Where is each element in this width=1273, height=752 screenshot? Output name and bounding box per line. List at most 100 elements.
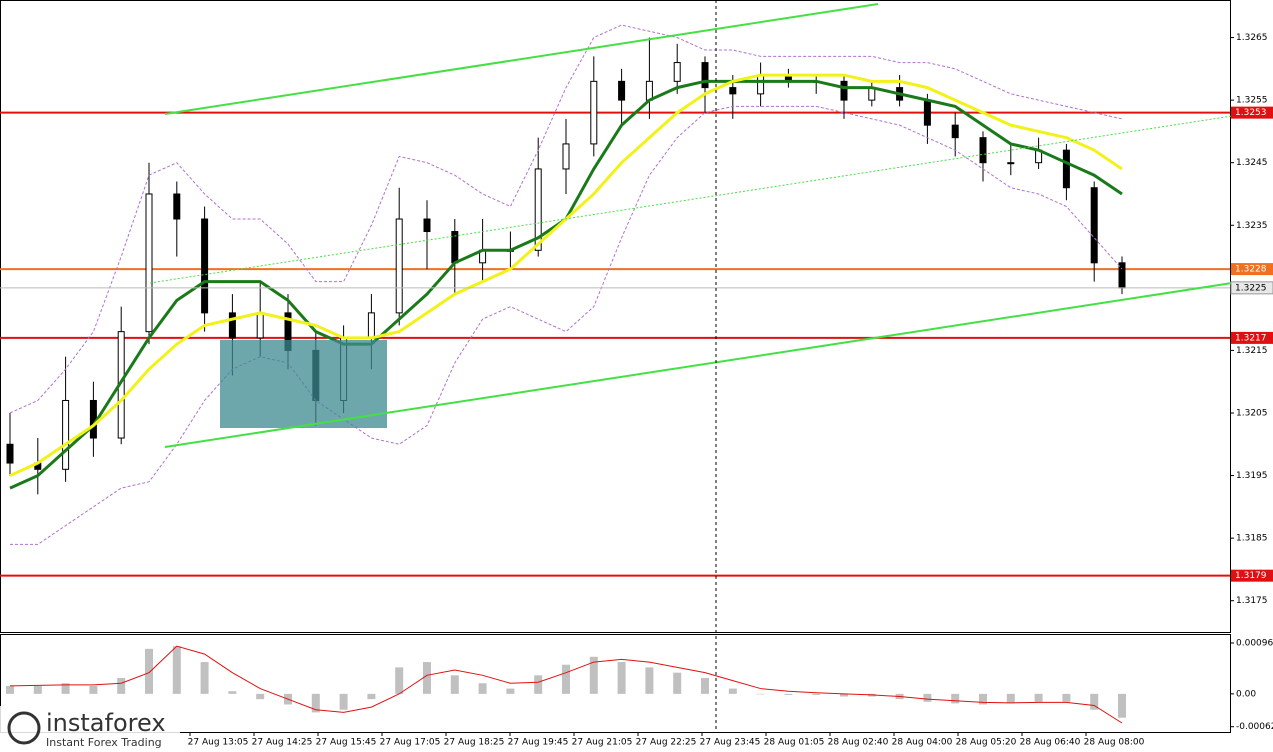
y-tick-label: 1.3175 — [1236, 596, 1268, 606]
x-tick-label: 28 Aug 05:20 — [956, 738, 1017, 748]
x-tick-label: 27 Aug 13:05 — [188, 738, 249, 748]
macd-bar — [701, 677, 709, 694]
macd-bar — [812, 693, 821, 695]
macd-bar — [617, 662, 626, 694]
candle-body — [590, 80, 598, 145]
macd-bar — [6, 685, 14, 694]
x-tick-label: 27 Aug 15:45 — [316, 738, 377, 748]
macd-bar — [506, 688, 515, 694]
candle-body — [840, 80, 848, 101]
main-frame — [0, 0, 1231, 633]
y-tick-label: 1.3205 — [1236, 408, 1268, 418]
moving-average — [9, 24, 1123, 414]
x-tick-label: 27 Aug 18:25 — [444, 738, 505, 748]
macd-bar — [200, 662, 209, 694]
candle-body — [395, 218, 403, 314]
y-tick-label: 1.3215 — [1236, 346, 1268, 356]
macd-bar — [89, 685, 98, 694]
candle-body — [423, 218, 431, 233]
level-label: 1.3217 — [1235, 333, 1267, 343]
moving-average — [10, 105, 1123, 545]
level-label-bg — [1231, 106, 1273, 119]
candle-body — [757, 74, 765, 95]
x-tick-label: 27 Aug 19:45 — [508, 738, 569, 748]
brand-tagline: Instant Forex Trading — [46, 736, 162, 749]
macd-bar — [979, 693, 987, 705]
candle-body — [729, 87, 737, 95]
x-tick-label: 28 Aug 06:40 — [1020, 738, 1081, 748]
candle-body — [1062, 149, 1070, 189]
y-tick-label: 1.3255 — [1236, 96, 1268, 106]
x-tick-label: 28 Aug 08:00 — [1084, 738, 1145, 748]
candle-body — [228, 312, 236, 339]
macd-bar — [145, 648, 153, 694]
y-tick-label: 0.00 — [1236, 689, 1256, 699]
macd-bar — [117, 677, 126, 694]
candle-body — [534, 168, 542, 251]
level-label: 1.3253 — [1235, 108, 1267, 118]
macd-bar — [1118, 693, 1126, 718]
level-label-bg — [1231, 331, 1273, 344]
y-tick-label: 1.3195 — [1236, 471, 1268, 481]
macd-bar — [339, 693, 348, 710]
brand: instaforex — [46, 709, 166, 737]
trend-line — [164, 3, 879, 115]
x-tick-label: 27 Aug 21:05 — [572, 738, 633, 748]
x-tick-label: 27 Aug 23:45 — [700, 738, 761, 748]
candle-body — [1118, 262, 1126, 289]
candle-body — [701, 62, 709, 89]
candle-body — [673, 62, 681, 82]
y-tick-label: 1.3185 — [1236, 534, 1268, 544]
macd-bar — [423, 662, 431, 694]
macd-bar — [256, 693, 265, 700]
x-tick-label: 28 Aug 01:05 — [764, 738, 825, 748]
macd-bar — [951, 693, 960, 704]
macd-bar — [311, 693, 320, 713]
macd-signal — [9, 645, 1123, 724]
x-tick-label: 28 Aug 04:00 — [892, 738, 953, 748]
level-label: 1.3179 — [1235, 571, 1267, 581]
highlight-box — [220, 340, 387, 428]
macd-bar — [395, 667, 404, 694]
y-tick-label: 0.00096 — [1236, 639, 1273, 649]
macd-bar — [228, 691, 237, 694]
macd-bar — [589, 656, 598, 694]
y-tick-label: 1.3235 — [1236, 221, 1268, 231]
logo-icon — [7, 711, 41, 745]
candle-body — [951, 124, 959, 139]
candle-body — [562, 143, 570, 170]
candle-body — [1090, 187, 1098, 264]
candle-body — [645, 80, 653, 101]
macd-bar — [756, 693, 765, 695]
macd-bar — [478, 683, 487, 694]
level-label: 1.3228 — [1235, 265, 1267, 275]
candle-body — [1007, 162, 1015, 165]
candle-body — [256, 312, 264, 339]
macd-bar — [673, 672, 682, 694]
macd-bar — [367, 693, 376, 700]
candle-body — [62, 399, 70, 470]
candle-body — [201, 218, 209, 314]
price-label-bg — [1230, 281, 1273, 295]
macd-frame — [0, 634, 1231, 733]
candle-body — [923, 99, 931, 126]
macd-bar — [1034, 693, 1043, 702]
trend-line — [164, 282, 1233, 448]
macd-bar — [1062, 693, 1071, 702]
y-tick-label: -0.00062 — [1236, 722, 1273, 732]
trend-line — [149, 115, 1233, 284]
candle-body — [6, 443, 14, 464]
level-label-bg — [1231, 569, 1273, 582]
candle-body — [367, 312, 375, 339]
macd-bar — [728, 688, 737, 694]
candle-body — [618, 80, 626, 101]
macd-bar — [784, 693, 793, 695]
macd-bar — [645, 667, 654, 694]
x-tick-label: 28 Aug 02:40 — [828, 738, 889, 748]
macd-bar — [840, 693, 848, 697]
macd-bar — [923, 693, 932, 702]
y-tick-label: 1.3245 — [1236, 158, 1268, 168]
macd-bar — [1006, 693, 1015, 704]
candle-body — [89, 399, 97, 439]
